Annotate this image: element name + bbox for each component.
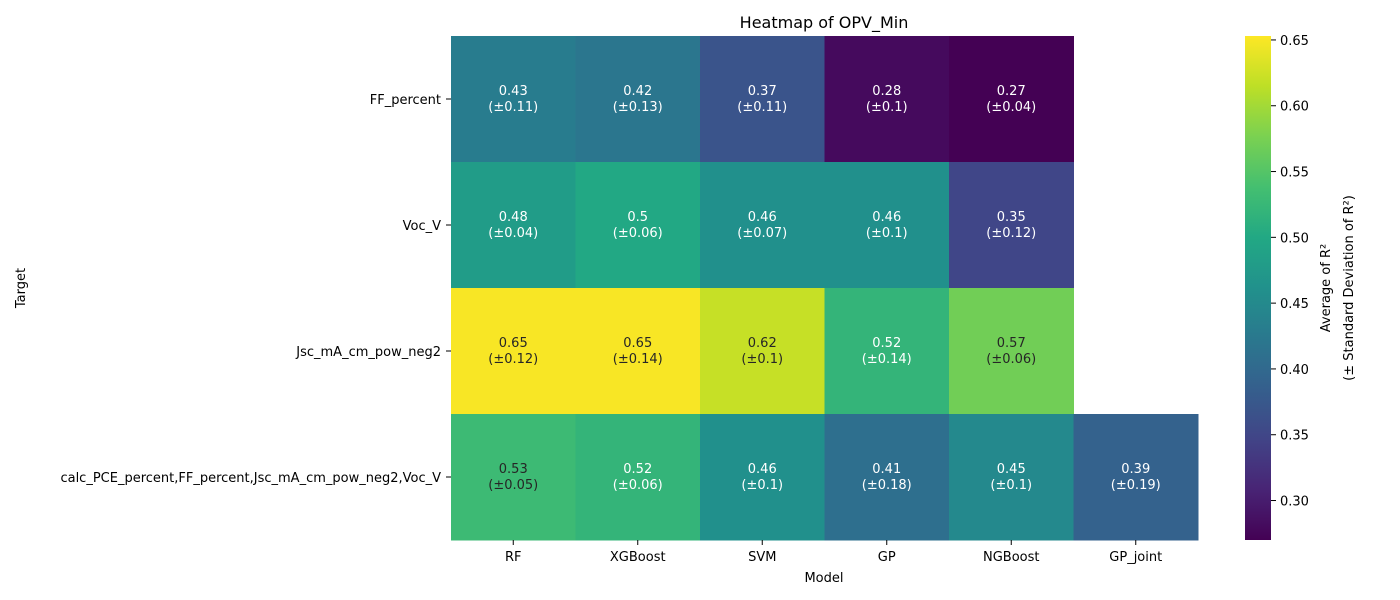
x-axis-label: Model: [804, 571, 843, 586]
cell-value-label: 0.46: [748, 462, 777, 477]
heatmap-cell: [824, 288, 950, 415]
cell-value-label: 0.48: [499, 210, 528, 225]
heatmap-cell: [700, 414, 825, 541]
x-tick-label: XGBoost: [610, 550, 666, 565]
cell-std-label: (±0.12): [986, 226, 1036, 241]
colorbar-label-line1: Average of R²: [1319, 244, 1334, 332]
heatmap-cells: [451, 36, 1199, 541]
y-tick-label: Jsc_mA_cm_pow_neg2: [295, 345, 441, 360]
cell-value-label: 0.45: [997, 462, 1026, 477]
cell-value-label: 0.27: [997, 84, 1026, 99]
colorbar-tick-label: 0.50: [1280, 231, 1309, 246]
cell-std-label: (±0.1): [741, 478, 783, 493]
cell-std-label: (±0.05): [488, 478, 538, 493]
heatmap-cell: [451, 162, 576, 289]
cell-value-label: 0.39: [1121, 462, 1150, 477]
heatmap-cell: [700, 162, 825, 289]
heatmap-cell-labels: 0.43(±0.11)0.42(±0.13)0.37(±0.11)0.28(±0…: [488, 84, 1160, 493]
heatmap-cell: [451, 288, 576, 415]
heatmap-cell: [1073, 414, 1199, 541]
cell-std-label: (±0.1): [741, 352, 783, 367]
colorbar: [1245, 36, 1271, 540]
cell-value-label: 0.52: [623, 462, 652, 477]
cell-value-label: 0.43: [499, 84, 528, 99]
cell-value-label: 0.28: [872, 84, 901, 99]
y-axis: FF_percent Voc_V Jsc_mA_cm_pow_neg2 calc_PC…: [60, 93, 451, 486]
colorbar-tick-label: 0.60: [1280, 100, 1309, 115]
cell-value-label: 0.65: [623, 336, 652, 351]
cell-std-label: (±0.19): [1111, 478, 1161, 493]
cell-std-label: (±0.06): [613, 478, 663, 493]
cell-std-label: (±0.18): [862, 478, 912, 493]
y-tick-label: calc_PCE_percent,FF_percent,Jsc_mA_cm_po…: [60, 471, 441, 486]
heatmap-cell: [575, 288, 701, 415]
cell-value-label: 0.62: [748, 336, 777, 351]
colorbar-tick-label: 0.45: [1280, 297, 1309, 312]
cell-value-label: 0.52: [872, 336, 901, 351]
heatmap-cell: [949, 288, 1074, 415]
x-axis: RF XGBoost SVM GP NGBoost GP_joint: [505, 540, 1162, 565]
chart-title: Heatmap of OPV_Min: [740, 13, 909, 33]
y-tick-label: Voc_V: [403, 219, 441, 234]
colorbar-tick-label: 0.35: [1280, 429, 1309, 444]
cell-std-label: (±0.04): [488, 226, 538, 241]
heatmap-cell: [824, 414, 950, 541]
heatmap-cell: [700, 36, 825, 163]
x-tick-label: RF: [505, 550, 522, 565]
heatmap-cell: [451, 414, 576, 541]
cell-std-label: (±0.1): [866, 226, 908, 241]
x-tick-label: NGBoost: [983, 550, 1040, 565]
heatmap-cell: [575, 414, 701, 541]
cell-value-label: 0.37: [748, 84, 777, 99]
x-tick-label: SVM: [748, 550, 776, 565]
heatmap-cell: [949, 36, 1074, 163]
colorbar-ticks: 0.30 0.35 0.40 0.45 0.50 0.55 0.60 0.65: [1271, 34, 1309, 510]
cell-value-label: 0.5: [627, 210, 648, 225]
cell-std-label: (±0.07): [737, 226, 787, 241]
cell-value-label: 0.41: [872, 462, 901, 477]
cell-std-label: (±0.1): [990, 478, 1032, 493]
colorbar-tick-label: 0.65: [1280, 34, 1309, 49]
colorbar-tick-label: 0.30: [1280, 495, 1309, 510]
colorbar-tick-label: 0.40: [1280, 363, 1309, 378]
y-axis-label: Target: [14, 268, 29, 309]
cell-value-label: 0.65: [499, 336, 528, 351]
heatmap-cell: [575, 36, 701, 163]
heatmap-cell: [700, 288, 825, 415]
cell-std-label: (±0.12): [488, 352, 538, 367]
cell-std-label: (±0.13): [613, 100, 663, 115]
heatmap-cell: [949, 162, 1074, 289]
colorbar-label-line2: (± Standard Deviation of R²): [1342, 195, 1357, 381]
cell-value-label: 0.46: [872, 210, 901, 225]
cell-std-label: (±0.11): [737, 100, 787, 115]
cell-std-label: (±0.06): [613, 226, 663, 241]
cell-std-label: (±0.11): [488, 100, 538, 115]
cell-value-label: 0.35: [997, 210, 1026, 225]
cell-value-label: 0.53: [499, 462, 528, 477]
heatmap-cell: [824, 36, 950, 163]
cell-value-label: 0.42: [623, 84, 652, 99]
heatmap-cell: [824, 162, 950, 289]
cell-std-label: (±0.14): [613, 352, 663, 367]
x-tick-label: GP: [878, 550, 896, 565]
heatmap-cell: [575, 162, 701, 289]
colorbar-tick-label: 0.55: [1280, 166, 1309, 181]
heatmap-cell: [451, 36, 576, 163]
heatmap-cell: [949, 414, 1074, 541]
cell-value-label: 0.46: [748, 210, 777, 225]
cell-std-label: (±0.04): [986, 100, 1036, 115]
y-tick-label: FF_percent: [370, 93, 441, 108]
cell-std-label: (±0.1): [866, 100, 908, 115]
x-tick-label: GP_joint: [1109, 550, 1162, 565]
cell-value-label: 0.57: [997, 336, 1026, 351]
cell-std-label: (±0.14): [862, 352, 912, 367]
cell-std-label: (±0.06): [986, 352, 1036, 367]
